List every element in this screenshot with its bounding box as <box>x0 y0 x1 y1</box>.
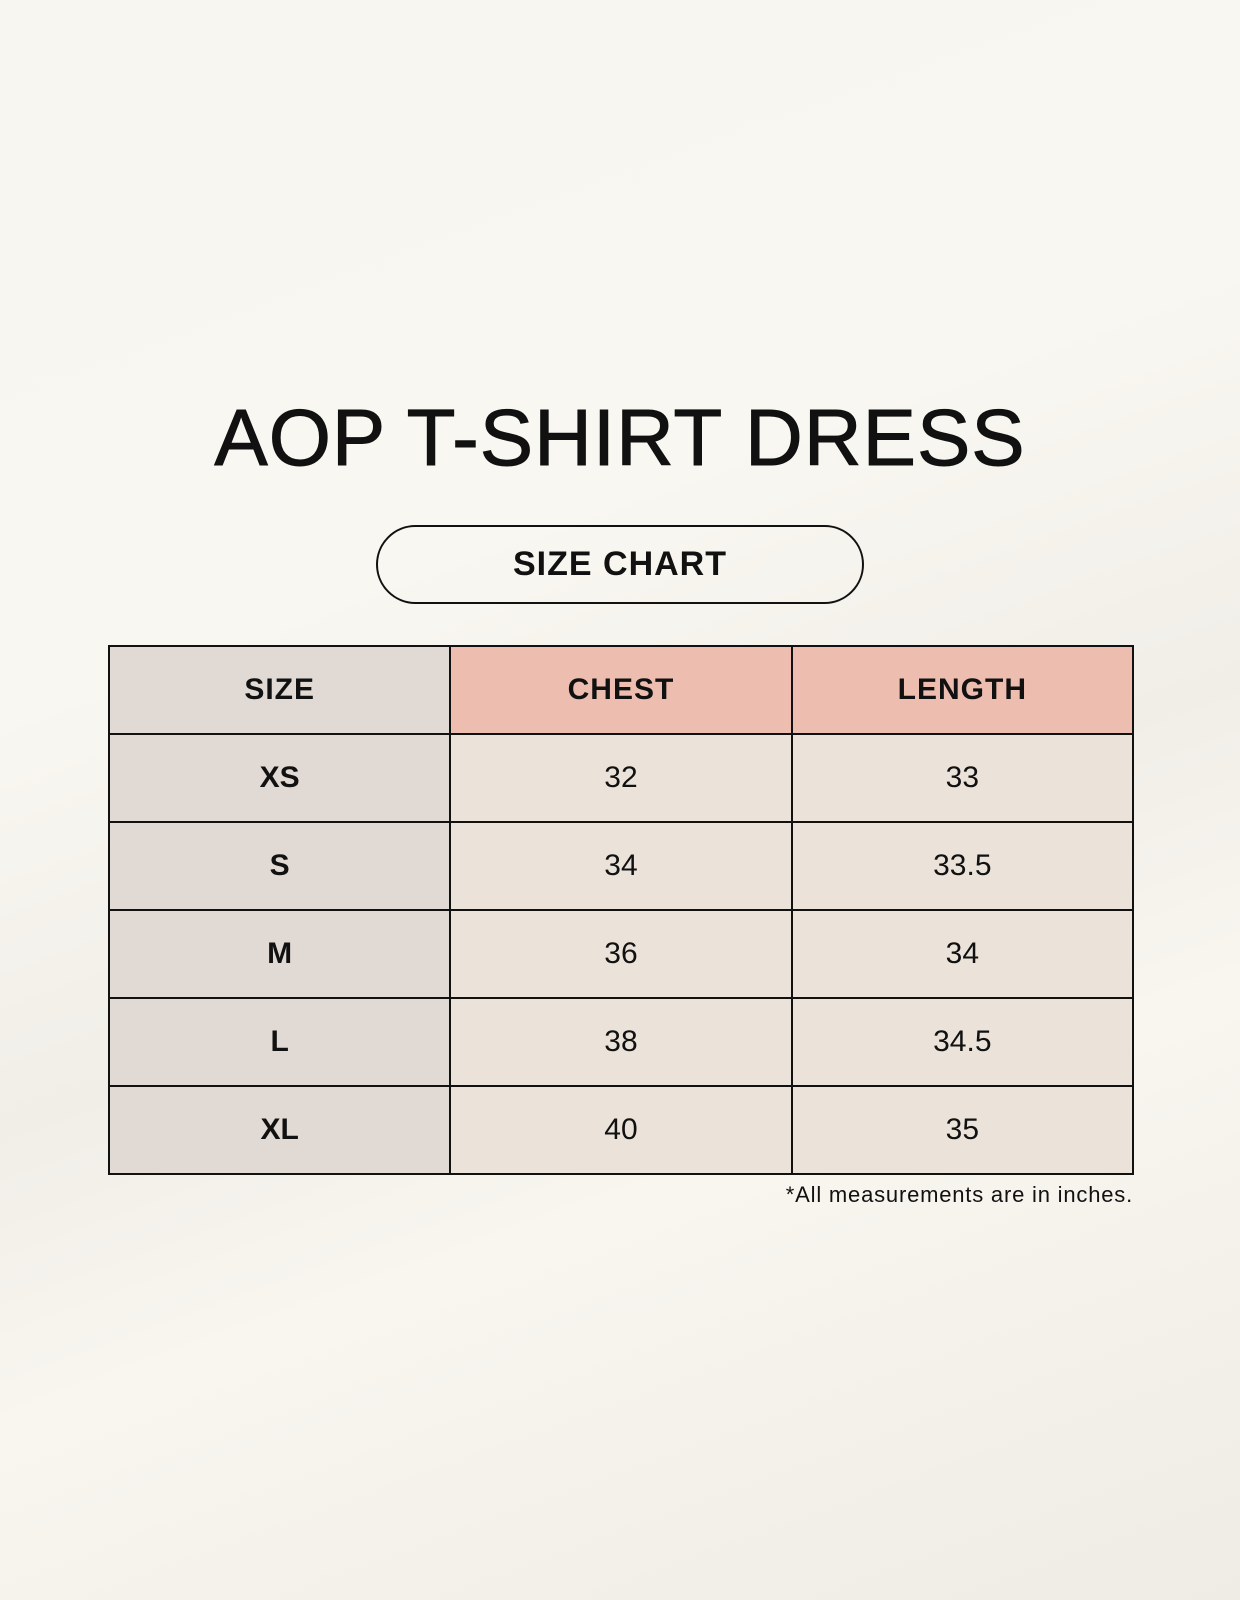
length-cell: 33.5 <box>790 821 1135 911</box>
header-size: SIZE <box>107 645 452 735</box>
size-cell: M <box>107 909 452 999</box>
table-header-row: SIZE CHEST LENGTH <box>107 645 1135 735</box>
chest-cell: 32 <box>449 733 793 823</box>
header-chest: CHEST <box>449 645 793 735</box>
length-cell: 35 <box>790 1085 1135 1175</box>
chest-cell: 36 <box>449 909 793 999</box>
size-chart-label: SIZE CHART <box>376 525 864 604</box>
size-cell: L <box>107 997 452 1087</box>
length-cell: 33 <box>790 733 1135 823</box>
chest-cell: 38 <box>449 997 793 1087</box>
table-row: L 38 34.5 <box>107 997 1135 1087</box>
table-row: S 34 33.5 <box>107 821 1135 911</box>
table-row: M 36 34 <box>107 909 1135 999</box>
size-cell: S <box>107 821 452 911</box>
length-cell: 34.5 <box>790 997 1135 1087</box>
chest-cell: 34 <box>449 821 793 911</box>
header-length: LENGTH <box>790 645 1135 735</box>
table-row: XS 32 33 <box>107 733 1135 823</box>
size-cell: XS <box>107 733 452 823</box>
length-cell: 34 <box>790 909 1135 999</box>
size-table: SIZE CHEST LENGTH XS 32 33 S 34 33.5 M 3… <box>107 645 1135 1175</box>
table-row: XL 40 35 <box>107 1085 1135 1175</box>
size-cell: XL <box>107 1085 452 1175</box>
page-title: AOP T-SHIRT DRESS <box>214 393 1026 483</box>
measurement-note: *All measurements are in inches. <box>785 1182 1133 1207</box>
chest-cell: 40 <box>449 1085 793 1175</box>
